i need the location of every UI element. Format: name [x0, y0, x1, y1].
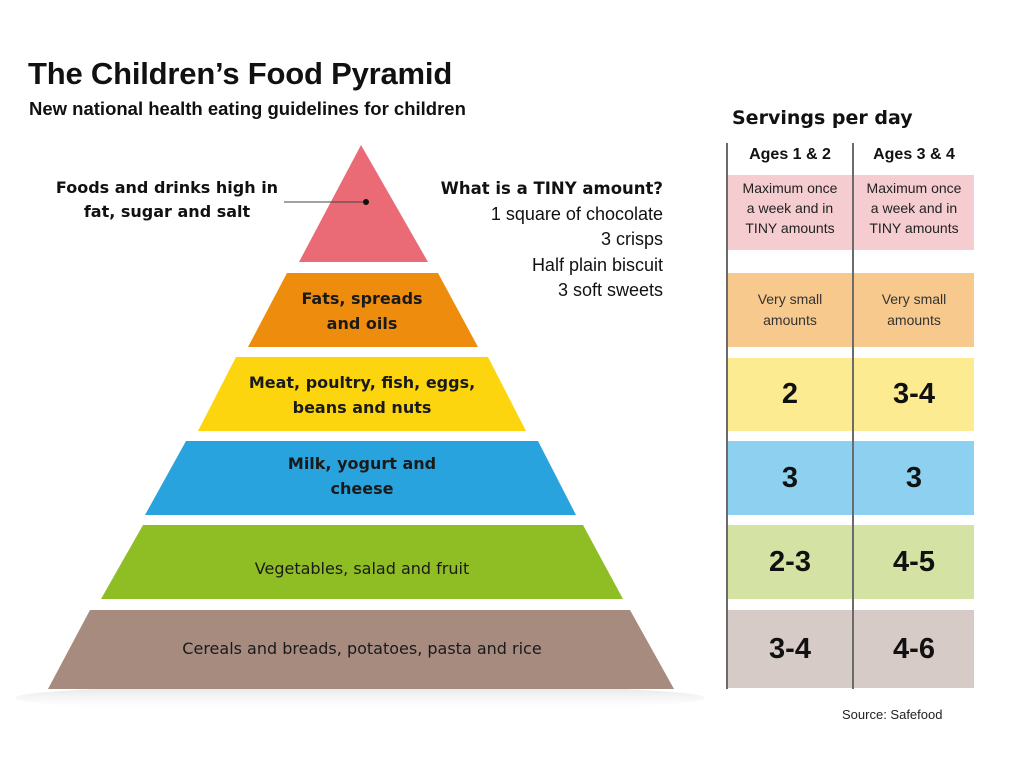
layer-label-line: Vegetables, salad and fruit — [254, 559, 470, 578]
tiny-amount-item: 1 square of chocolate — [490, 203, 663, 224]
servings-title: Servings per day — [732, 107, 913, 129]
cell-text-line: Very small — [757, 291, 823, 307]
tiny-amount-item: 3 crisps — [600, 229, 663, 249]
tiny-amount-item: Half plain biscuit — [531, 254, 663, 275]
callout-dot — [363, 199, 369, 205]
servings-value-ages-3-4: 4-6 — [854, 610, 974, 688]
servings-text-pink-ages-3-4: Maximum once a week and in TINY amounts — [854, 178, 974, 238]
cell-text-line: amounts — [763, 312, 817, 328]
source-credit: Source: Safefood — [842, 707, 943, 722]
layer-label-vegetables: Vegetables, salad and fruit — [162, 556, 562, 581]
pyramid-layer-cereals — [48, 610, 674, 689]
servings-value-ages-1-2: 3-4 — [728, 610, 852, 688]
column-header-ages-1-2: Ages 1 & 2 — [749, 146, 831, 163]
table-divider-left — [726, 143, 728, 689]
layer-label-protein: Meat, poultry, fish, eggs, beans and nut… — [212, 370, 512, 420]
cell-text-line: a week and in — [746, 200, 834, 216]
layer-label-line: Fats, spreads — [301, 289, 423, 308]
cell-text-line: a week and in — [870, 200, 958, 216]
layer-label-dairy: Milk, yogurt and cheese — [212, 451, 512, 501]
column-header-ages-3-4: Ages 3 & 4 — [873, 146, 955, 163]
layer-label-line: Meat, poultry, fish, eggs, — [248, 373, 476, 392]
servings-cell — [728, 273, 852, 347]
servings-value-ages-3-4: 3 — [854, 441, 974, 515]
servings-cell — [854, 175, 974, 250]
servings-text-orange-ages-3-4: Very small amounts — [854, 289, 974, 331]
cell-text-line: TINY amounts — [869, 220, 959, 236]
servings-value-ages-3-4: 3-4 — [854, 358, 974, 431]
cell-text-line: Very small — [881, 291, 947, 307]
tiny-amount-question: What is a TINY amount? — [440, 179, 663, 198]
page-title: The Children’s Food Pyramid — [28, 56, 453, 91]
table-divider-middle — [852, 143, 854, 689]
layer-label-line: Cereals and breads, potatoes, pasta and … — [182, 639, 542, 658]
servings-text-orange-ages-1-2: Very small amounts — [728, 289, 852, 331]
cell-text-line: Maximum once — [866, 180, 962, 196]
servings-value-ages-1-2: 3 — [728, 441, 852, 515]
servings-value-ages-1-2: 2-3 — [728, 525, 852, 599]
servings-value-ages-3-4: 4-5 — [854, 525, 974, 599]
layer-label-line: beans and nuts — [292, 398, 432, 417]
layer-label-fats: Fats, spreads and oils — [262, 286, 462, 336]
cell-text-line: amounts — [887, 312, 941, 328]
page-subtitle: New national health eating guidelines fo… — [29, 98, 466, 119]
pyramid-shadow — [15, 684, 705, 712]
layer-label-line: and oils — [326, 314, 398, 333]
servings-cell — [854, 273, 974, 347]
servings-text-pink-ages-1-2: Maximum once a week and in TINY amounts — [728, 178, 852, 238]
cell-text-line: Maximum once — [742, 180, 838, 196]
pyramid-layer-protein — [198, 357, 526, 431]
top-layer-callout: Foods and drinks high in fat, sugar and … — [55, 178, 279, 221]
layer-label-line: cheese — [330, 479, 394, 498]
layer-label-cereals: Cereals and breads, potatoes, pasta and … — [112, 636, 612, 661]
tiny-amount-box: What is a TINY amount? 1 square of choco… — [400, 176, 663, 304]
layer-label-line: Milk, yogurt and — [287, 454, 437, 473]
servings-cell — [728, 175, 852, 250]
tiny-amount-item: 3 soft sweets — [557, 280, 663, 300]
pyramid-layer-fats — [248, 273, 478, 347]
pyramid-layer-dairy — [145, 441, 576, 515]
pyramid-layer-vegetables — [101, 525, 623, 599]
servings-value-ages-1-2: 2 — [728, 358, 852, 431]
cell-text-line: TINY amounts — [745, 220, 835, 236]
